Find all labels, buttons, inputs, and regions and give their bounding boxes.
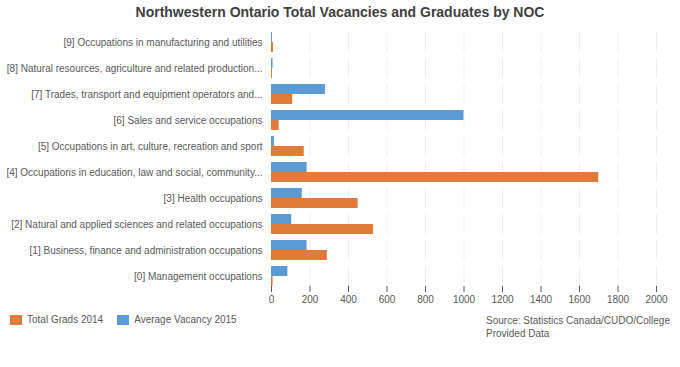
svg-text:[2] Natural and applied scienc: [2] Natural and applied sciences and rel… bbox=[11, 219, 262, 230]
svg-text:600: 600 bbox=[379, 294, 396, 305]
svg-text:800: 800 bbox=[417, 294, 434, 305]
svg-text:[0] Management occupations: [0] Management occupations bbox=[134, 271, 262, 282]
svg-text:[8] Natural resources, agricul: [8] Natural resources, agriculture and r… bbox=[7, 63, 263, 74]
svg-text:[5] Occupations in art, cultur: [5] Occupations in art, culture, recreat… bbox=[38, 141, 263, 152]
html-text:Northwestern Ontario Total Vac: Northwestern Ontario Total Vacancies and… bbox=[135, 4, 545, 20]
svg-text:[6] Sales and service occupati: [6] Sales and service occupations bbox=[114, 115, 263, 126]
svg-text:[1] Business, finance and admi: [1] Business, finance and administration… bbox=[30, 245, 263, 256]
svg-text:1200: 1200 bbox=[491, 294, 514, 305]
svg-text:[9] Occupations in manufacturi: [9] Occupations in manufacturing and uti… bbox=[64, 37, 263, 48]
html-text:Average Vacancy 2015: Average Vacancy 2015 bbox=[134, 314, 237, 325]
svg-text:[3] Health occupations: [3] Health occupations bbox=[164, 193, 263, 204]
svg-text:0: 0 bbox=[269, 294, 275, 305]
svg-text:1400: 1400 bbox=[530, 294, 553, 305]
html-text:Total Grads 2014: Total Grads 2014 bbox=[27, 314, 104, 325]
svg-text:200: 200 bbox=[302, 294, 319, 305]
svg-text:1800: 1800 bbox=[607, 294, 630, 305]
svg-text:[4] Occupations in education,: [4] Occupations in education, law and so… bbox=[6, 167, 262, 178]
svg-text:2000: 2000 bbox=[645, 294, 668, 305]
svg-text:1600: 1600 bbox=[568, 294, 591, 305]
svg-text:[7] Trades, transport and equi: [7] Trades, transport and equipment oper… bbox=[31, 89, 262, 100]
svg-text:1000: 1000 bbox=[453, 294, 476, 305]
svg-text:400: 400 bbox=[340, 294, 357, 305]
html-text:Source: Statistics Canada/CUDO: Source: Statistics Canada/CUDO/College P… bbox=[486, 315, 670, 339]
